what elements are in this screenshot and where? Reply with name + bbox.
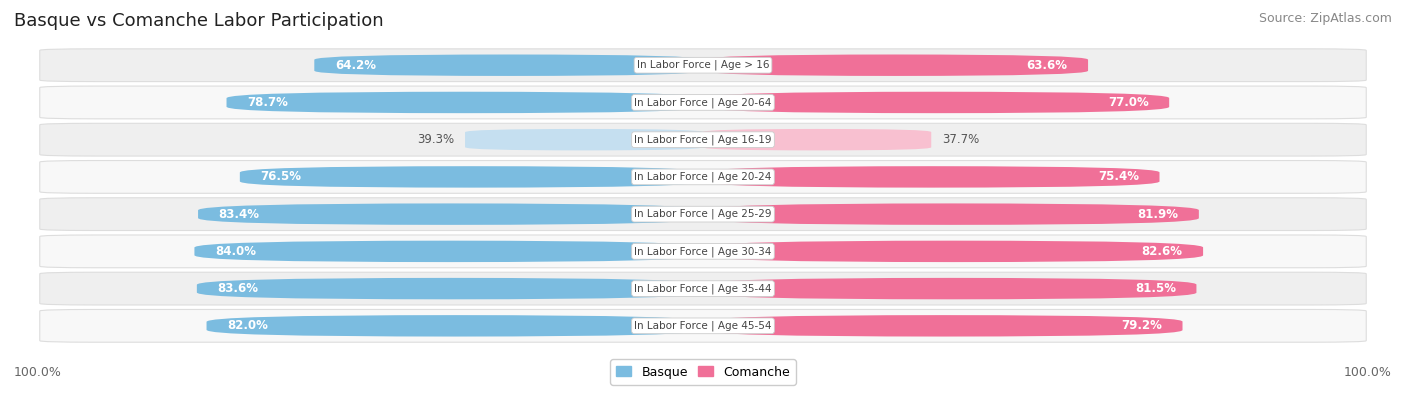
- FancyBboxPatch shape: [703, 55, 1088, 76]
- Text: 76.5%: 76.5%: [260, 170, 301, 183]
- FancyBboxPatch shape: [703, 315, 1182, 337]
- Text: In Labor Force | Age 30-34: In Labor Force | Age 30-34: [634, 246, 772, 257]
- FancyBboxPatch shape: [315, 55, 703, 76]
- FancyBboxPatch shape: [39, 123, 1367, 156]
- FancyBboxPatch shape: [226, 92, 703, 113]
- Text: 83.4%: 83.4%: [219, 208, 260, 221]
- FancyBboxPatch shape: [703, 203, 1199, 225]
- Text: Basque vs Comanche Labor Participation: Basque vs Comanche Labor Participation: [14, 12, 384, 30]
- FancyBboxPatch shape: [703, 241, 1204, 262]
- Text: In Labor Force | Age 16-19: In Labor Force | Age 16-19: [634, 134, 772, 145]
- FancyBboxPatch shape: [39, 309, 1367, 342]
- Text: In Labor Force | Age 45-54: In Labor Force | Age 45-54: [634, 321, 772, 331]
- Text: 100.0%: 100.0%: [1344, 366, 1392, 379]
- Text: 83.6%: 83.6%: [218, 282, 259, 295]
- Text: 37.7%: 37.7%: [942, 133, 980, 146]
- FancyBboxPatch shape: [703, 92, 1170, 113]
- Text: 63.6%: 63.6%: [1026, 59, 1067, 72]
- FancyBboxPatch shape: [39, 235, 1367, 268]
- Text: Source: ZipAtlas.com: Source: ZipAtlas.com: [1258, 12, 1392, 25]
- Text: 82.6%: 82.6%: [1142, 245, 1182, 258]
- Text: 100.0%: 100.0%: [14, 366, 62, 379]
- FancyBboxPatch shape: [194, 241, 703, 262]
- FancyBboxPatch shape: [207, 315, 703, 337]
- Text: 81.9%: 81.9%: [1137, 208, 1178, 221]
- FancyBboxPatch shape: [39, 272, 1367, 305]
- Text: 81.5%: 81.5%: [1135, 282, 1175, 295]
- Text: In Labor Force | Age 20-64: In Labor Force | Age 20-64: [634, 97, 772, 108]
- Text: In Labor Force | Age 20-24: In Labor Force | Age 20-24: [634, 172, 772, 182]
- FancyBboxPatch shape: [39, 49, 1367, 82]
- FancyBboxPatch shape: [39, 160, 1367, 193]
- Legend: Basque, Comanche: Basque, Comanche: [610, 359, 796, 385]
- FancyBboxPatch shape: [39, 86, 1367, 119]
- Text: 64.2%: 64.2%: [335, 59, 375, 72]
- FancyBboxPatch shape: [240, 166, 703, 188]
- Text: 39.3%: 39.3%: [418, 133, 454, 146]
- FancyBboxPatch shape: [703, 278, 1197, 299]
- Text: 75.4%: 75.4%: [1098, 170, 1139, 183]
- Text: 79.2%: 79.2%: [1121, 319, 1161, 332]
- Text: 77.0%: 77.0%: [1108, 96, 1149, 109]
- FancyBboxPatch shape: [703, 129, 931, 150]
- Text: 82.0%: 82.0%: [228, 319, 269, 332]
- FancyBboxPatch shape: [465, 129, 703, 150]
- Text: In Labor Force | Age 25-29: In Labor Force | Age 25-29: [634, 209, 772, 219]
- FancyBboxPatch shape: [39, 198, 1367, 231]
- FancyBboxPatch shape: [198, 203, 703, 225]
- Text: In Labor Force | Age 35-44: In Labor Force | Age 35-44: [634, 283, 772, 294]
- FancyBboxPatch shape: [197, 278, 703, 299]
- Text: 84.0%: 84.0%: [215, 245, 256, 258]
- Text: In Labor Force | Age > 16: In Labor Force | Age > 16: [637, 60, 769, 70]
- FancyBboxPatch shape: [703, 166, 1160, 188]
- Text: 78.7%: 78.7%: [247, 96, 288, 109]
